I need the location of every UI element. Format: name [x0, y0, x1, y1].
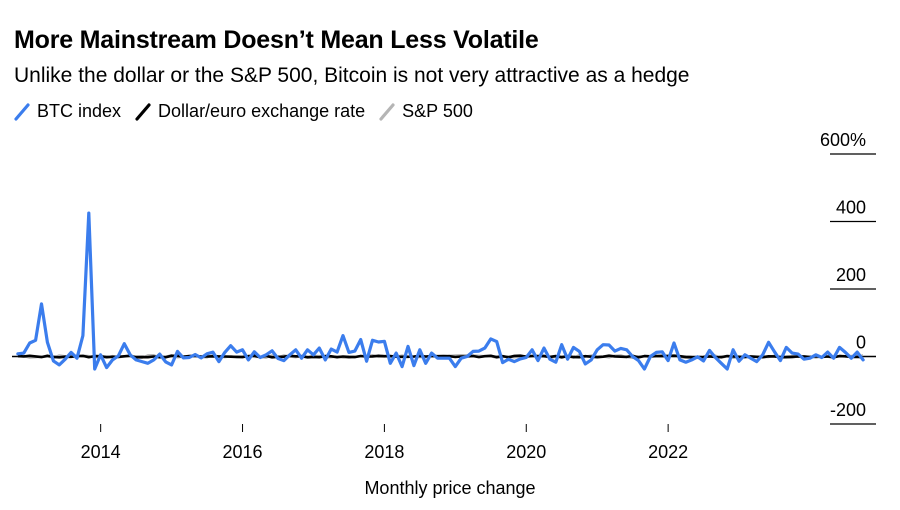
legend-label-usd: Dollar/euro exchange rate [158, 101, 366, 121]
x-tick-label: 2014 [81, 442, 121, 462]
legend-item-btc: BTC index [14, 101, 121, 122]
y-tick-label: 0 [856, 333, 866, 353]
legend: BTC index Dollar/euro exchange rate S&P … [14, 101, 487, 122]
x-tick-label: 2020 [506, 442, 546, 462]
x-axis-label: Monthly price change [364, 478, 536, 498]
y-tick-label: 200 [836, 265, 866, 285]
legend-item-usd: Dollar/euro exchange rate [135, 101, 365, 122]
x-tick-label: 2018 [364, 442, 404, 462]
series-line-btc [16, 211, 865, 371]
y-tick-label: -200 [830, 400, 866, 420]
x-tick-label: 2022 [648, 442, 688, 462]
y-tick-label: 600% [820, 130, 866, 150]
x-tick-label: 2016 [223, 442, 263, 462]
legend-label-spx: S&P 500 [402, 101, 473, 121]
chart-subtitle: Unlike the dollar or the S&P 500, Bitcoi… [14, 64, 690, 87]
legend-item-spx: S&P 500 [379, 101, 473, 122]
chart-title: More Mainstream Doesn’t Mean Less Volati… [14, 26, 539, 54]
legend-label-btc: BTC index [37, 101, 122, 121]
legend-swatch-usd [135, 102, 151, 121]
legend-swatch-spx [379, 102, 395, 121]
legend-swatch-btc [14, 102, 30, 121]
y-tick-label: 400 [836, 198, 866, 218]
